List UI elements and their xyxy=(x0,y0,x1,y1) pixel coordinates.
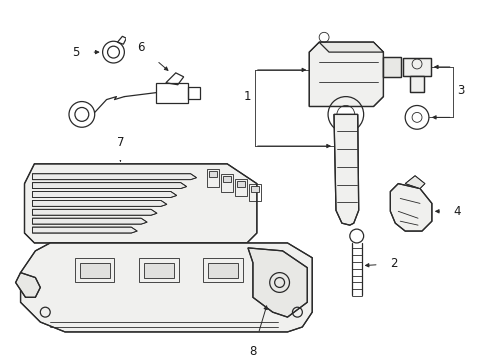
Bar xyxy=(75,258,115,283)
Polygon shape xyxy=(16,273,40,297)
Bar xyxy=(139,258,179,283)
Polygon shape xyxy=(32,201,167,206)
Bar xyxy=(203,258,243,283)
Polygon shape xyxy=(248,248,307,317)
Bar xyxy=(188,87,199,99)
Text: 7: 7 xyxy=(117,136,124,161)
Bar xyxy=(156,83,188,103)
Bar xyxy=(207,169,220,186)
Text: 5: 5 xyxy=(72,46,99,59)
Polygon shape xyxy=(334,114,359,225)
Bar xyxy=(384,57,401,77)
Polygon shape xyxy=(405,176,425,189)
Polygon shape xyxy=(391,184,432,231)
Text: 1: 1 xyxy=(243,90,251,103)
Polygon shape xyxy=(21,243,312,332)
Polygon shape xyxy=(32,227,137,233)
Bar xyxy=(223,176,231,182)
Text: 2: 2 xyxy=(366,257,398,270)
Text: 3: 3 xyxy=(457,84,464,97)
Bar xyxy=(144,263,174,278)
Bar xyxy=(403,58,431,76)
Polygon shape xyxy=(32,209,157,215)
Bar xyxy=(237,181,245,186)
Bar xyxy=(208,263,238,278)
Bar xyxy=(249,184,261,201)
Text: 4: 4 xyxy=(436,205,462,218)
Bar xyxy=(235,179,247,197)
Bar xyxy=(410,76,424,92)
Bar xyxy=(410,76,424,92)
Bar xyxy=(403,58,431,76)
Bar xyxy=(221,174,233,192)
Polygon shape xyxy=(32,174,196,180)
Polygon shape xyxy=(319,42,384,52)
Polygon shape xyxy=(32,218,147,224)
Bar xyxy=(209,171,217,177)
Bar xyxy=(251,186,259,192)
Text: 8: 8 xyxy=(249,306,267,358)
Polygon shape xyxy=(32,183,187,189)
Bar xyxy=(80,263,110,278)
Bar xyxy=(384,57,401,77)
Polygon shape xyxy=(32,192,177,198)
Polygon shape xyxy=(309,42,384,107)
Polygon shape xyxy=(24,164,257,243)
Text: 6: 6 xyxy=(137,41,168,70)
